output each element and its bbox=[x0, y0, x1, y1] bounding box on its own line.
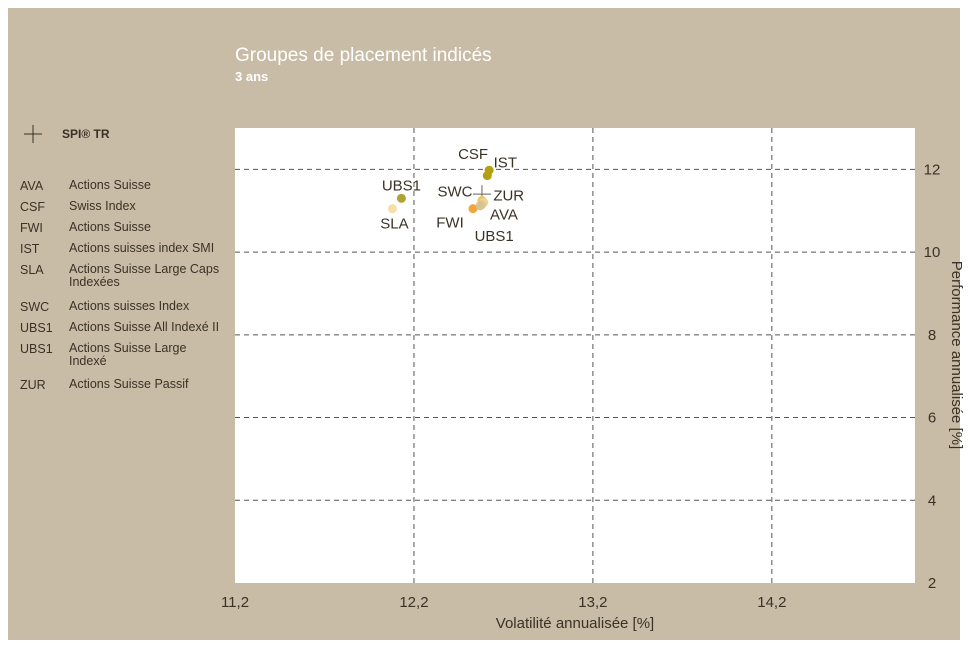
data-points: CSF IST UBS1 SWC ZUR AVA SLA FWI UBS1 bbox=[380, 146, 524, 245]
data-point bbox=[482, 171, 492, 181]
plot-area bbox=[235, 128, 915, 583]
legend-name: Actions suisses Index bbox=[69, 299, 190, 313]
legend-name: Swiss Index bbox=[69, 199, 136, 213]
legend-name: Actions Suisse bbox=[69, 220, 151, 234]
y-tick-label: 10 bbox=[924, 244, 941, 261]
legend-code: SLA bbox=[20, 263, 44, 277]
x-tick-label: 11,2 bbox=[221, 594, 249, 611]
legend-item: IST Actions suisses index SMI bbox=[20, 241, 225, 257]
legend-name: Actions Suisse bbox=[69, 178, 151, 192]
data-point bbox=[475, 201, 485, 211]
x-tick-label: 13,2 bbox=[578, 594, 607, 611]
legend-item: UBS1 Actions Suisse Large Indexé bbox=[20, 342, 225, 368]
data-point-label: SWC bbox=[437, 183, 472, 200]
legend-item: ZUR Actions Suisse Passif bbox=[20, 377, 225, 393]
legend-name: Actions Suisse Large Caps Indexées bbox=[69, 262, 220, 289]
chart-subtitle: 3 ans bbox=[235, 69, 269, 84]
legend-name: Actions suisses index SMI bbox=[69, 241, 215, 255]
y-tick-label: 6 bbox=[928, 410, 936, 427]
legend-item: CSF Swiss Index bbox=[20, 199, 225, 215]
tick-labels: 11,2 12,2 13,2 14,2 2 4 6 8 10 12 bbox=[221, 161, 940, 611]
legend-item: SLA Actions Suisse Large Caps Indexées bbox=[20, 263, 225, 289]
legend-reference-label: SPI® TR bbox=[62, 127, 110, 141]
data-point-label: AVA bbox=[490, 207, 518, 224]
legend-name: Actions Suisse Passif bbox=[69, 377, 189, 391]
title-block: Groupes de placement indicés 3 ans bbox=[235, 44, 492, 86]
y-axis-label: Performance annualisée [%] bbox=[948, 261, 965, 449]
legend-code: UBS1 bbox=[20, 342, 53, 356]
data-point-label: FWI bbox=[436, 215, 464, 232]
data-point-label: UBS1 bbox=[475, 228, 514, 245]
legend-item: FWI Actions Suisse bbox=[20, 220, 225, 236]
legend-name: Actions Suisse Large Indexé bbox=[69, 341, 187, 368]
y-tick-label: 4 bbox=[928, 492, 936, 509]
legend-item: AVA Actions Suisse bbox=[20, 178, 225, 194]
data-point bbox=[396, 193, 406, 203]
data-point-label: UBS1 bbox=[382, 177, 421, 194]
legend-item: UBS1 Actions Suisse All Indexé II bbox=[20, 320, 225, 336]
legend-code: CSF bbox=[20, 200, 45, 214]
y-tick-label: 8 bbox=[928, 327, 936, 344]
legend-code: ZUR bbox=[20, 378, 46, 392]
data-point-label: CSF bbox=[458, 146, 488, 163]
data-point-label: SLA bbox=[380, 216, 408, 233]
legend-code: UBS1 bbox=[20, 321, 53, 335]
data-point bbox=[468, 204, 478, 214]
x-axis-label: Volatilité annualisée [%] bbox=[496, 615, 654, 632]
chart-title: Groupes de placement indicés bbox=[235, 45, 492, 66]
legend-item: SWC Actions suisses Index bbox=[20, 299, 225, 315]
data-point-label: ZUR bbox=[493, 187, 524, 204]
data-point bbox=[387, 204, 397, 214]
legend: SPI® TR AVA Actions Suisse CSF Swiss Ind… bbox=[0, 0, 235, 420]
legend-code: SWC bbox=[20, 300, 50, 314]
legend-code: FWI bbox=[20, 221, 43, 235]
legend-name: Actions Suisse All Indexé II bbox=[69, 320, 220, 334]
y-tick-label: 12 bbox=[924, 161, 941, 178]
data-point-label: IST bbox=[494, 155, 517, 172]
x-tick-label: 12,2 bbox=[399, 594, 428, 611]
legend-code: IST bbox=[20, 242, 40, 256]
y-tick-label: 2 bbox=[928, 575, 936, 592]
x-tick-label: 14,2 bbox=[757, 594, 786, 611]
grid bbox=[235, 128, 915, 583]
plus-icon bbox=[24, 125, 42, 143]
legend-code: AVA bbox=[20, 179, 44, 193]
legend-reference: SPI® TR bbox=[20, 124, 110, 144]
